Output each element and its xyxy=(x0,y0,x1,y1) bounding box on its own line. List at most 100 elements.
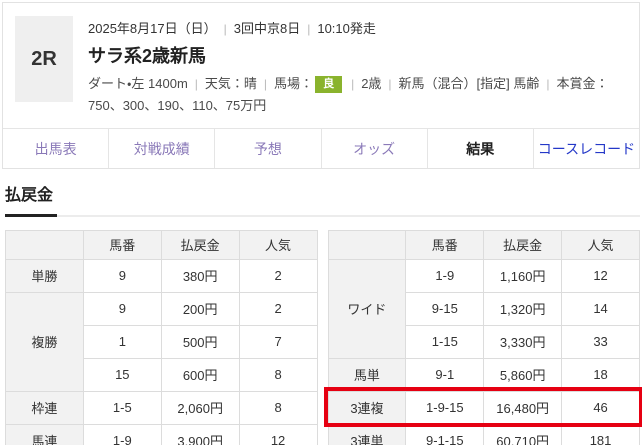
tab-results[interactable]: 結果 xyxy=(426,128,533,168)
race-age: 2歳 xyxy=(361,76,382,91)
separator xyxy=(300,21,317,36)
bet-type-cell: ワイド xyxy=(327,258,407,359)
race-title: サラ系2歳新馬 xyxy=(88,46,207,66)
horse-numbers-cell: 9 xyxy=(82,291,162,326)
separator xyxy=(539,76,556,91)
corner-cell xyxy=(5,229,84,260)
track-label: 馬場： xyxy=(274,76,314,91)
horse-numbers-cell: 9-1 xyxy=(405,357,485,392)
payout-amount-cell: 60,710円 xyxy=(483,423,563,445)
payout-amount-cell: 3,900円 xyxy=(160,423,240,445)
horse-numbers-cell: 1 xyxy=(82,324,162,359)
separator xyxy=(344,76,361,91)
horse-numbers-cell: 15 xyxy=(82,357,162,392)
payout-amount-cell: 200円 xyxy=(160,291,240,326)
column-header: 馬番 xyxy=(82,229,162,260)
tab-course-record[interactable]: コースレコード xyxy=(532,128,639,168)
payout-row: 15 600円 8 xyxy=(6,357,318,392)
race-number-badge: 2R xyxy=(15,16,73,102)
payout-amount-cell: 2,060円 xyxy=(160,390,240,425)
column-header: 払戻金 xyxy=(483,229,563,260)
payout-header-row: 馬番 払戻金 人気 xyxy=(5,229,318,260)
payout-amount-cell: 380円 xyxy=(160,258,240,293)
payout-section-title: 払戻金 xyxy=(5,181,640,217)
tab-horse-list[interactable]: 出馬表 xyxy=(34,140,77,157)
horse-numbers-cell: 1-15 xyxy=(405,324,485,359)
race-date: 2025年8月17日（日） xyxy=(88,21,217,36)
popularity-cell: 12 xyxy=(238,423,318,445)
popularity-cell: 2 xyxy=(238,258,318,293)
race-date-line: 2025年8月17日（日） 3回中京8日 10:10発走 xyxy=(88,18,625,37)
payout-header-row: 馬番 払戻金 人気 xyxy=(327,229,640,260)
popularity-cell: 33 xyxy=(561,324,640,359)
payout-table-wrap-right: 馬番 払戻金 人気 ワイド 1-9 1,160円 12 9-15 1,320円 14 1-15 3,3… xyxy=(323,229,642,445)
race-start-time: 10:10発走 xyxy=(317,21,376,36)
bet-type-cell: 単勝 xyxy=(5,258,84,293)
race-header-box: 2R 2025年8月17日（日） 3回中京8日 10:10発走 サラ系2歳新馬 ダー… xyxy=(2,2,640,169)
separator xyxy=(257,76,274,91)
horse-numbers-cell: 1-9-15 xyxy=(405,390,485,425)
column-header: 馬番 xyxy=(405,229,485,260)
column-header: 人気 xyxy=(238,229,318,260)
payout-row: 3連複 1-9-15 16,480円 46 xyxy=(327,390,640,425)
popularity-cell: 18 xyxy=(561,357,640,392)
bet-type-cell: 3連単 xyxy=(327,423,407,445)
race-prize: 本賞金：750、300、190、110、75万円 xyxy=(88,76,609,114)
horse-numbers-cell: 1-9 xyxy=(405,258,485,293)
payout-amount-cell: 1,320円 xyxy=(483,291,563,326)
popularity-cell: 8 xyxy=(238,357,318,392)
horse-numbers-cell: 1-5 xyxy=(82,390,162,425)
bet-type-cell: 馬単 xyxy=(327,357,407,392)
popularity-cell: 8 xyxy=(238,390,318,425)
bet-type-cell: 複勝 xyxy=(5,291,84,392)
payout-amount-cell: 500円 xyxy=(160,324,240,359)
race-course: ダート・左 1400m xyxy=(88,76,188,91)
tab-bar: 出馬表 対戦成績 予想 オッズ 結果 コースレコード xyxy=(3,127,639,168)
popularity-cell: 2 xyxy=(238,291,318,326)
payout-row: 1 500円 7 xyxy=(6,324,318,359)
popularity-cell: 46 xyxy=(561,390,640,425)
bet-type-cell: 馬連 xyxy=(5,423,84,445)
payout-row: 1-15 3,330円 33 xyxy=(328,324,640,359)
bet-type-cell: 3連複 xyxy=(327,390,407,425)
tab-prediction[interactable]: 予想 xyxy=(214,128,320,168)
payout-section: 払戻金 馬番 払戻金 人気 単勝 9 380円 2 複勝 9 200円 2 1 500円 7 15 600円 8… xyxy=(5,181,642,445)
popularity-cell: 7 xyxy=(238,324,318,359)
corner-cell xyxy=(327,229,407,260)
race-meeting: 3回中京8日 xyxy=(233,21,301,36)
payout-row: 9-15 1,320円 14 xyxy=(328,291,640,326)
popularity-cell: 181 xyxy=(561,423,640,445)
race-info: 2025年8月17日（日） 3回中京8日 10:10発走 サラ系2歳新馬 ダート・左… xyxy=(88,16,625,118)
separator xyxy=(188,76,205,91)
payout-amount-cell: 3,330円 xyxy=(483,324,563,359)
payout-row: 複勝 9 200円 2 xyxy=(5,291,318,392)
column-header: 払戻金 xyxy=(160,229,240,260)
payout-row: 枠連 1-5 2,060円 8 xyxy=(5,390,318,425)
bet-type-cell: 枠連 xyxy=(5,390,84,425)
horse-numbers-cell: 9-15 xyxy=(405,291,485,326)
tab-odds[interactable]: オッズ xyxy=(320,128,427,168)
race-header: 2R 2025年8月17日（日） 3回中京8日 10:10発走 サラ系2歳新馬 ダー… xyxy=(3,3,639,128)
race-conditions: 新馬（混合）[指定] 馬齢 xyxy=(398,76,540,91)
separator xyxy=(217,21,234,36)
payout-row: 3連単 9-1-15 60,710円 181 xyxy=(327,423,640,445)
track-condition-badge: 良 xyxy=(315,76,343,93)
popularity-cell: 14 xyxy=(561,291,640,326)
payout-table-right: 馬番 払戻金 人気 ワイド 1-9 1,160円 12 9-15 1,320円 14 1-15 3,3… xyxy=(327,229,641,445)
payout-amount-cell: 5,860円 xyxy=(483,357,563,392)
payout-amount-cell: 1,160円 xyxy=(483,258,563,293)
horse-numbers-cell: 9 xyxy=(82,258,162,293)
column-header: 人気 xyxy=(561,229,640,260)
horse-numbers-cell: 9-1-15 xyxy=(405,423,485,445)
payout-table-wrap-left: 馬番 払戻金 人気 単勝 9 380円 2 複勝 9 200円 2 1 500円 7 15 600円 8 枠連 1-… xyxy=(5,229,318,445)
payout-amount-cell: 600円 xyxy=(160,357,240,392)
race-weather: 天気：晴 xyxy=(204,76,257,91)
payout-row: 馬単 9-1 5,860円 18 xyxy=(327,357,640,392)
separator xyxy=(381,76,398,91)
tab-match-results[interactable]: 対戦成績 xyxy=(108,128,214,168)
payout-row: 馬連 1-9 3,900円 12 xyxy=(5,423,318,445)
popularity-cell: 12 xyxy=(561,258,640,293)
payout-tables: 馬番 払戻金 人気 単勝 9 380円 2 複勝 9 200円 2 1 500円 7 15 600円 8 枠連 1-… xyxy=(5,229,642,445)
payout-row: 単勝 9 380円 2 xyxy=(5,258,318,293)
payout-row: ワイド 1-9 1,160円 12 xyxy=(327,258,640,359)
